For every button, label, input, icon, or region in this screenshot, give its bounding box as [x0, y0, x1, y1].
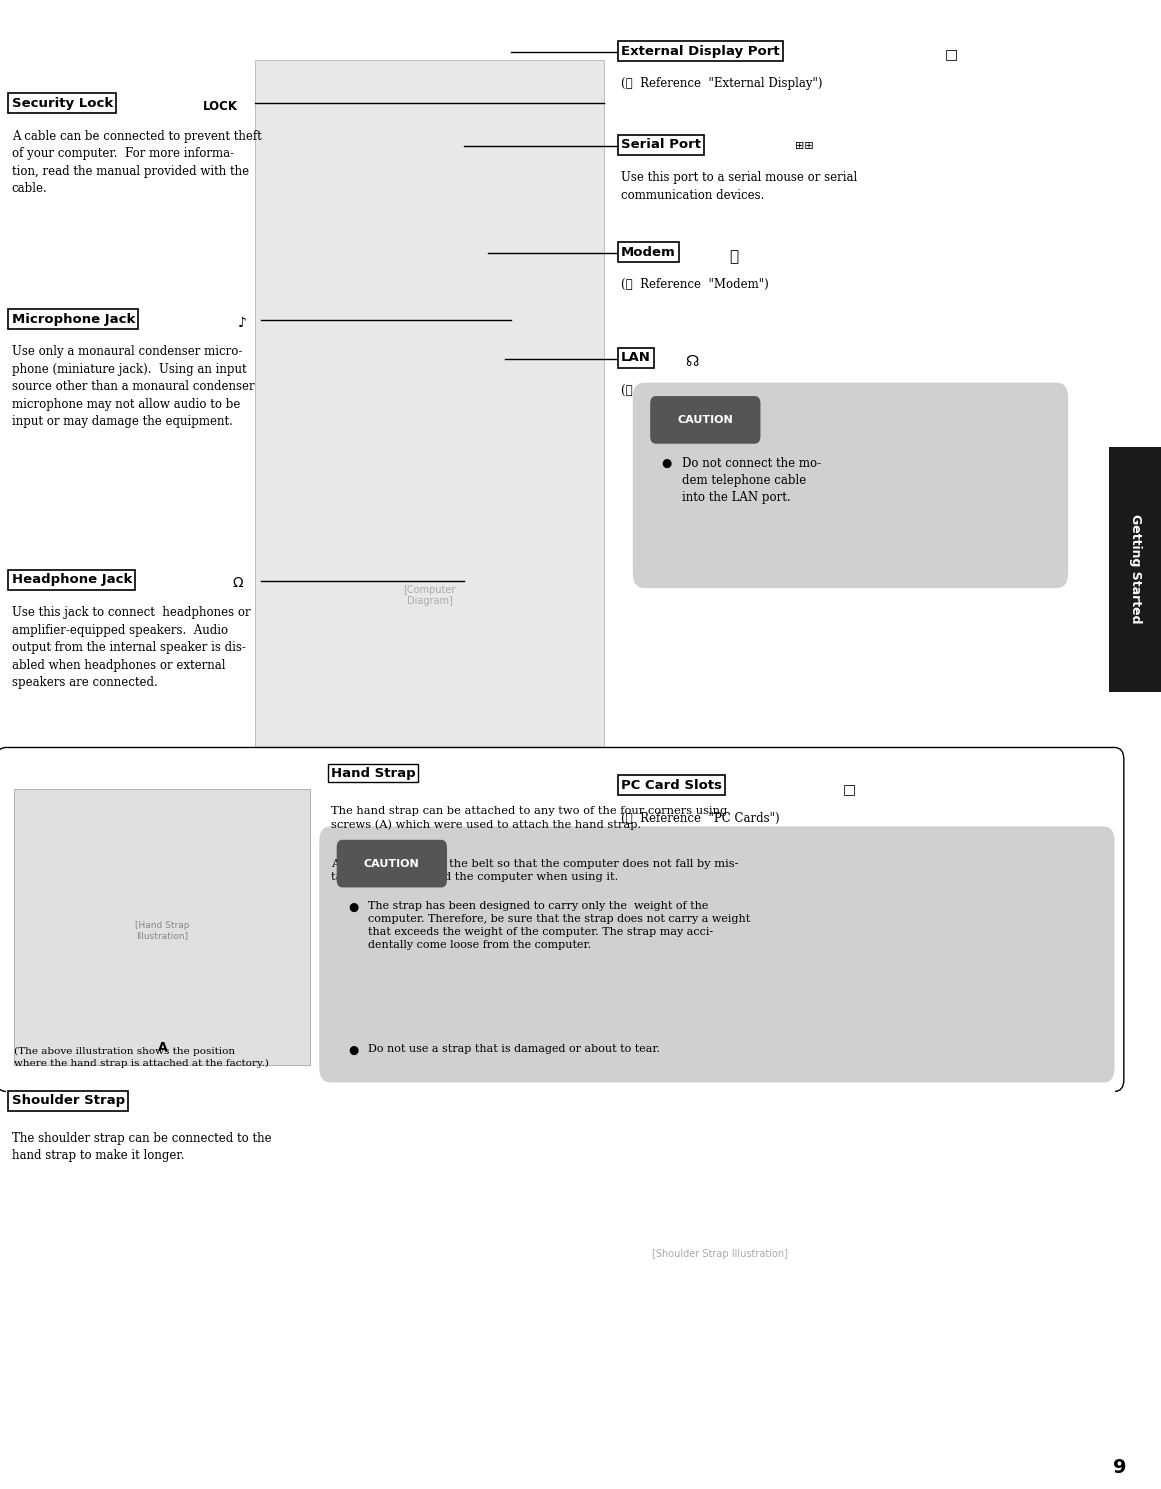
- Text: ☊: ☊: [685, 354, 699, 369]
- Text: ●: ●: [348, 901, 359, 914]
- Text: □: □: [945, 48, 958, 61]
- Text: [Hand Strap
Illustration]: [Hand Strap Illustration]: [136, 920, 189, 941]
- Text: USB Ports: USB Ports: [621, 890, 695, 904]
- Text: (☞  Reference  "PC Cards"): (☞ Reference "PC Cards"): [621, 812, 780, 825]
- Text: (☞  Reference  "USB Devices"): (☞ Reference "USB Devices"): [621, 923, 801, 937]
- Text: ●: ●: [662, 457, 672, 471]
- Text: (The above illustration shows the position
where the hand strap is attached at t: (The above illustration shows the positi…: [14, 1047, 269, 1068]
- Text: Do not connect the mo-
dem telephone cable
into the LAN port.: Do not connect the mo- dem telephone cab…: [682, 457, 821, 503]
- Text: ⊕⊖ DC IN 16 V: ⊕⊖ DC IN 16 V: [795, 996, 890, 1010]
- Text: External Display Port: External Display Port: [621, 45, 780, 58]
- Text: ⛲: ⛲: [729, 249, 738, 264]
- Text: [Shoulder Strap Illustration]: [Shoulder Strap Illustration]: [651, 1249, 788, 1260]
- Text: The hand strap can be attached to any two of the four corners using
screws (A) w: The hand strap can be attached to any tw…: [331, 806, 727, 829]
- FancyBboxPatch shape: [0, 747, 1124, 1091]
- Text: LAN: LAN: [621, 351, 651, 365]
- FancyBboxPatch shape: [633, 383, 1068, 588]
- Text: Modem: Modem: [621, 246, 676, 259]
- Text: LOCK: LOCK: [203, 100, 238, 113]
- Text: ⊞⊞: ⊞⊞: [795, 141, 814, 152]
- Text: [Computer
Diagram]: [Computer Diagram]: [403, 585, 456, 606]
- FancyBboxPatch shape: [1109, 447, 1161, 692]
- Text: Headphone Jack: Headphone Jack: [12, 573, 132, 587]
- FancyBboxPatch shape: [337, 840, 447, 887]
- Text: Serial Port: Serial Port: [621, 138, 701, 152]
- Text: Use this port to a serial mouse or serial
communication devices.: Use this port to a serial mouse or seria…: [621, 171, 857, 201]
- Text: Getting Started: Getting Started: [1128, 514, 1142, 624]
- Text: (☞  Reference  "External Display"): (☞ Reference "External Display"): [621, 77, 823, 91]
- FancyBboxPatch shape: [319, 826, 1115, 1083]
- Text: Security Lock: Security Lock: [12, 97, 113, 110]
- FancyBboxPatch shape: [255, 60, 604, 1072]
- Text: Hand Strap: Hand Strap: [331, 767, 416, 780]
- Text: Adjust the length of the belt so that the computer does not fall by mis-
take, a: Adjust the length of the belt so that th…: [331, 859, 738, 883]
- Text: (☞  Reference  "Modem"): (☞ Reference "Modem"): [621, 278, 769, 292]
- Text: □: □: [843, 782, 856, 795]
- Text: A: A: [158, 1041, 167, 1054]
- FancyBboxPatch shape: [650, 396, 760, 444]
- FancyBboxPatch shape: [14, 789, 310, 1065]
- Text: Do not use a strap that is damaged or about to tear.: Do not use a strap that is damaged or ab…: [368, 1044, 661, 1054]
- Text: Use this jack to connect  headphones or
amplifier-equipped speakers.  Audio
outp: Use this jack to connect headphones or a…: [12, 606, 251, 689]
- Text: Use only a monaural condenser micro-
phone (miniature jack).  Using an input
sou: Use only a monaural condenser micro- pho…: [12, 345, 254, 429]
- FancyBboxPatch shape: [6, 1087, 1115, 1422]
- Text: DC-IN Jack: DC-IN Jack: [621, 993, 699, 1007]
- Text: A cable can be connected to prevent theft
of your computer.  For more informa-
t: A cable can be connected to prevent thef…: [12, 130, 261, 195]
- Text: ↹: ↹: [789, 893, 802, 908]
- Text: PC Card Slots: PC Card Slots: [621, 779, 722, 792]
- Text: The shoulder strap can be connected to the
hand strap to make it longer.: The shoulder strap can be connected to t…: [12, 1132, 272, 1161]
- Text: ♪: ♪: [238, 316, 247, 329]
- Text: CAUTION: CAUTION: [677, 415, 734, 424]
- Text: Ω: Ω: [232, 576, 243, 590]
- Text: The strap has been designed to carry only the  weight of the
computer. Therefore: The strap has been designed to carry onl…: [368, 901, 750, 950]
- Text: CAUTION: CAUTION: [363, 859, 420, 868]
- Text: Microphone Jack: Microphone Jack: [12, 313, 135, 326]
- Text: 9: 9: [1112, 1458, 1126, 1477]
- Text: ●: ●: [348, 1044, 359, 1057]
- Text: (☞  Reference  "LAN"): (☞ Reference "LAN"): [621, 384, 750, 398]
- Text: Shoulder Strap: Shoulder Strap: [12, 1094, 124, 1108]
